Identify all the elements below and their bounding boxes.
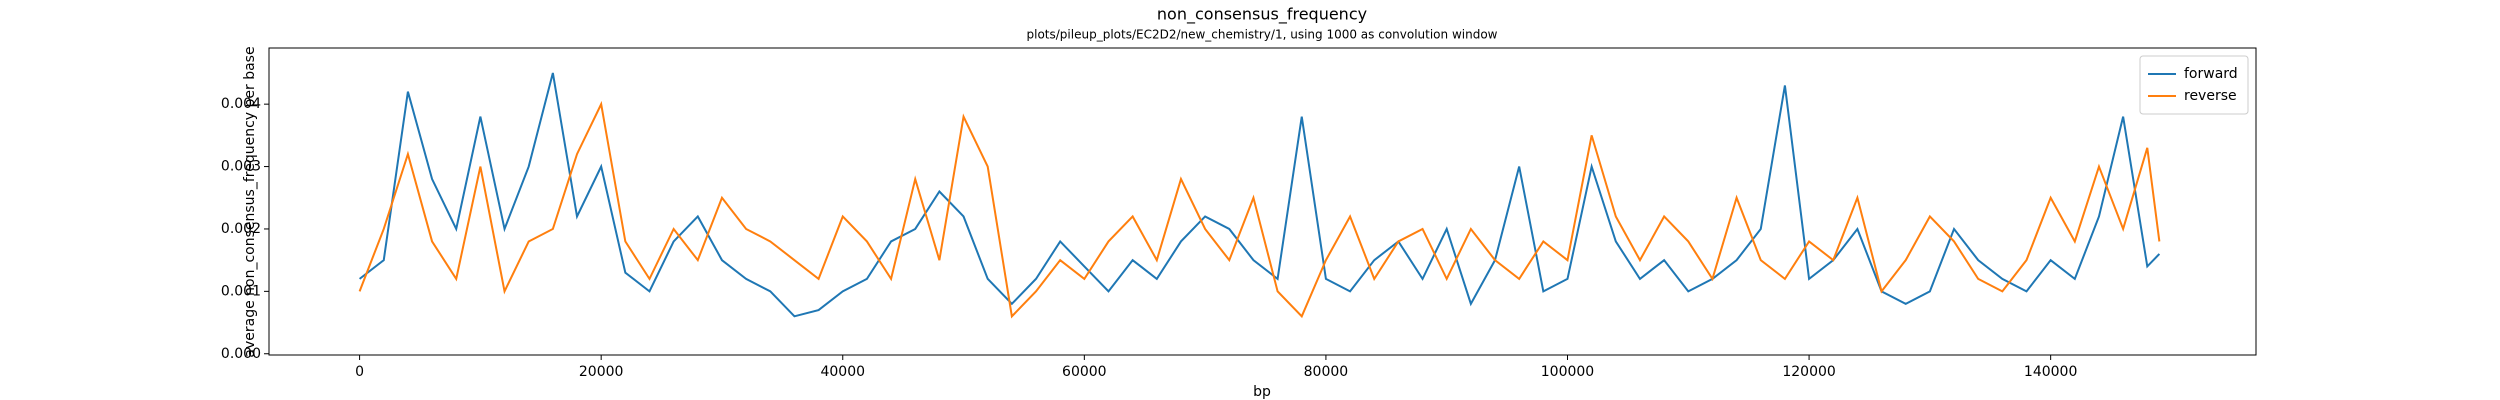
chart-title: non_consensus_frequency: [1157, 5, 1367, 25]
x-tick-label: 0: [355, 364, 364, 380]
x-tick-label: 140000: [2024, 364, 2077, 380]
y-tick-label: 0.001: [221, 283, 261, 299]
x-axis-label: bp: [1253, 384, 1271, 400]
legend-box: [2139, 55, 2249, 115]
x-tick-label: 60000: [1062, 364, 1107, 380]
y-tick-label: 0.003: [221, 159, 261, 175]
legend-label: reverse: [2184, 88, 2237, 104]
legend-label: forward: [2184, 66, 2238, 82]
line-series: [358, 100, 2161, 319]
chart-subtitle: plots/pileup_plots/EC2D2/new_chemistry/1…: [1027, 28, 1498, 42]
x-tick-label: 20000: [579, 364, 624, 380]
x-tick-label: 120000: [1782, 364, 1835, 380]
x-tick-label: 80000: [1304, 364, 1349, 380]
x-tick-label: 100000: [1541, 364, 1594, 380]
y-axis-label: average non_consensus_frequency per base: [242, 46, 258, 357]
y-tick-label: 0.004: [221, 96, 261, 112]
x-tick-label: 40000: [820, 364, 865, 380]
y-tick-label: 0.000: [221, 346, 261, 362]
y-tick-label: 0.002: [221, 221, 261, 237]
line-series: [358, 72, 2161, 318]
plot-frame: [268, 47, 2257, 356]
